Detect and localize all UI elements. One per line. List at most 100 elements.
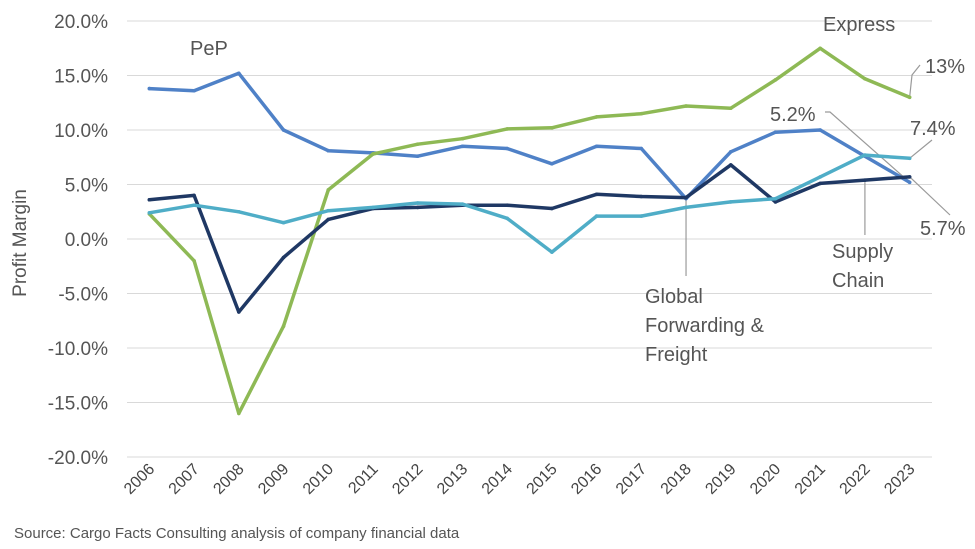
x-tick-label: 2011 [345,461,381,497]
data-point-pep [460,144,465,149]
data-point-supply-chain [281,220,286,225]
data-point-supply-chain [326,208,331,213]
data-point-express [907,95,912,100]
series-lines [147,46,912,416]
x-tick-label: 2007 [166,461,203,498]
data-point-global-forwarding-freight [192,193,196,198]
data-point-supply-chain [594,214,599,218]
data-point-supply-chain [818,175,822,179]
data-point-global-forwarding-freight [505,203,509,208]
data-point-supply-chain [415,201,420,205]
data-point-pep [505,146,509,151]
x-tick-label: 2022 [837,461,874,498]
x-tick-label: 2015 [524,461,561,498]
x-tick-label: 2010 [300,461,337,498]
data-point-pep [728,150,733,154]
source-note: Source: Cargo Facts Consulting analysis … [14,525,460,542]
x-tick-label: 2014 [479,461,516,498]
data-point-express [371,152,375,156]
data-point-global-forwarding-freight [907,175,912,179]
y-tick-label: 0.0% [65,230,108,251]
series-label-sc-line-2: Chain [832,270,884,292]
series-line-pep [147,71,912,201]
data-point-pep [415,154,420,158]
data-point-express [192,259,196,263]
callout-lines [685,64,951,276]
data-point-supply-chain [773,196,778,201]
data-point-global-forwarding-freight [818,181,822,186]
data-point-global-forwarding-freight [147,197,152,202]
data-point-supply-chain [728,200,733,204]
x-tick-label: 2021 [792,461,829,498]
y-tick-label: -15.0% [48,394,108,415]
x-tick-label: 2012 [389,461,426,498]
data-point-supply-chain [192,203,196,208]
data-point-global-forwarding-freight [684,195,688,200]
data-point-pep [550,161,554,166]
series-label-gff-line-3: Freight [645,344,708,366]
data-point-express [684,104,688,108]
callout-supply-chain [909,139,933,159]
x-tick-label: 2023 [881,461,918,498]
series-line-global-forwarding-freight [147,163,912,314]
x-axis-ticks: 2006 2007 2008 2009 2010 2011 2012 2013 2014 2015… [121,461,919,498]
data-point-pep [907,180,912,185]
data-point-supply-chain [639,214,644,218]
y-tick-label: -10.0% [48,339,108,360]
y-tick-label: 5.0% [65,176,108,197]
x-tick-label: 2008 [210,461,247,498]
data-point-express [460,136,465,141]
data-point-global-forwarding-freight [415,205,420,210]
series-label-global-forwarding: Global Forwarding & Freight [645,286,770,366]
data-point-global-forwarding-freight [326,217,331,222]
data-point-express [505,127,509,131]
series-label-supply-chain: Supply Chain [832,241,899,292]
grid-lines [127,20,932,458]
x-tick-label: 2018 [658,461,695,498]
data-point-supply-chain [684,205,688,210]
data-point-express [773,78,778,82]
data-point-global-forwarding-freight [550,206,554,211]
data-point-supply-chain [460,202,465,206]
y-axis-ticks: 20.0% 15.0% 10.0% 5.0% 0.0% -5.0% -10.0% -15.0%… [48,12,108,469]
series-line-express [147,46,912,416]
x-tick-label: 2019 [702,461,739,498]
data-point-pep [237,71,241,76]
series-label-gff-line-1: Global [645,286,703,308]
data-point-supply-chain [371,205,375,210]
data-point-express [415,142,420,146]
data-point-express [639,111,644,116]
callout-express [909,64,921,98]
data-point-express [237,411,241,416]
data-point-express [281,324,286,329]
data-point-global-forwarding-freight [728,163,733,167]
data-point-global-forwarding-freight [594,192,599,197]
data-point-global-forwarding-freight [639,194,644,199]
x-tick-label: 2017 [613,461,650,498]
callout-global-forwarding [909,176,951,216]
end-label-supply-chain: 7.4% [910,118,956,140]
end-label-global-forwarding: 5.7% [920,218,966,240]
data-point-supply-chain [505,216,509,221]
data-point-global-forwarding-freight [281,255,286,260]
data-point-global-forwarding-freight [237,310,241,314]
y-tick-label: 15.0% [54,67,108,88]
data-point-express [863,76,867,81]
x-tick-label: 2006 [121,461,158,498]
data-point-pep [639,146,644,151]
data-point-global-forwarding-freight [773,200,778,204]
data-point-supply-chain [237,209,241,214]
data-point-supply-chain [907,156,912,161]
data-point-pep [281,128,286,132]
data-point-pep [147,86,152,91]
data-point-express [326,188,331,192]
x-tick-label: 2020 [747,461,784,498]
series-line-supply-chain [147,153,912,254]
data-point-global-forwarding-freight [863,178,867,182]
end-label-express: 13% [925,56,965,78]
x-tick-label: 2016 [568,461,605,498]
x-tick-label: 2009 [255,461,292,498]
data-point-express [550,126,554,130]
series-label-sc-line-1: Supply [832,241,893,263]
